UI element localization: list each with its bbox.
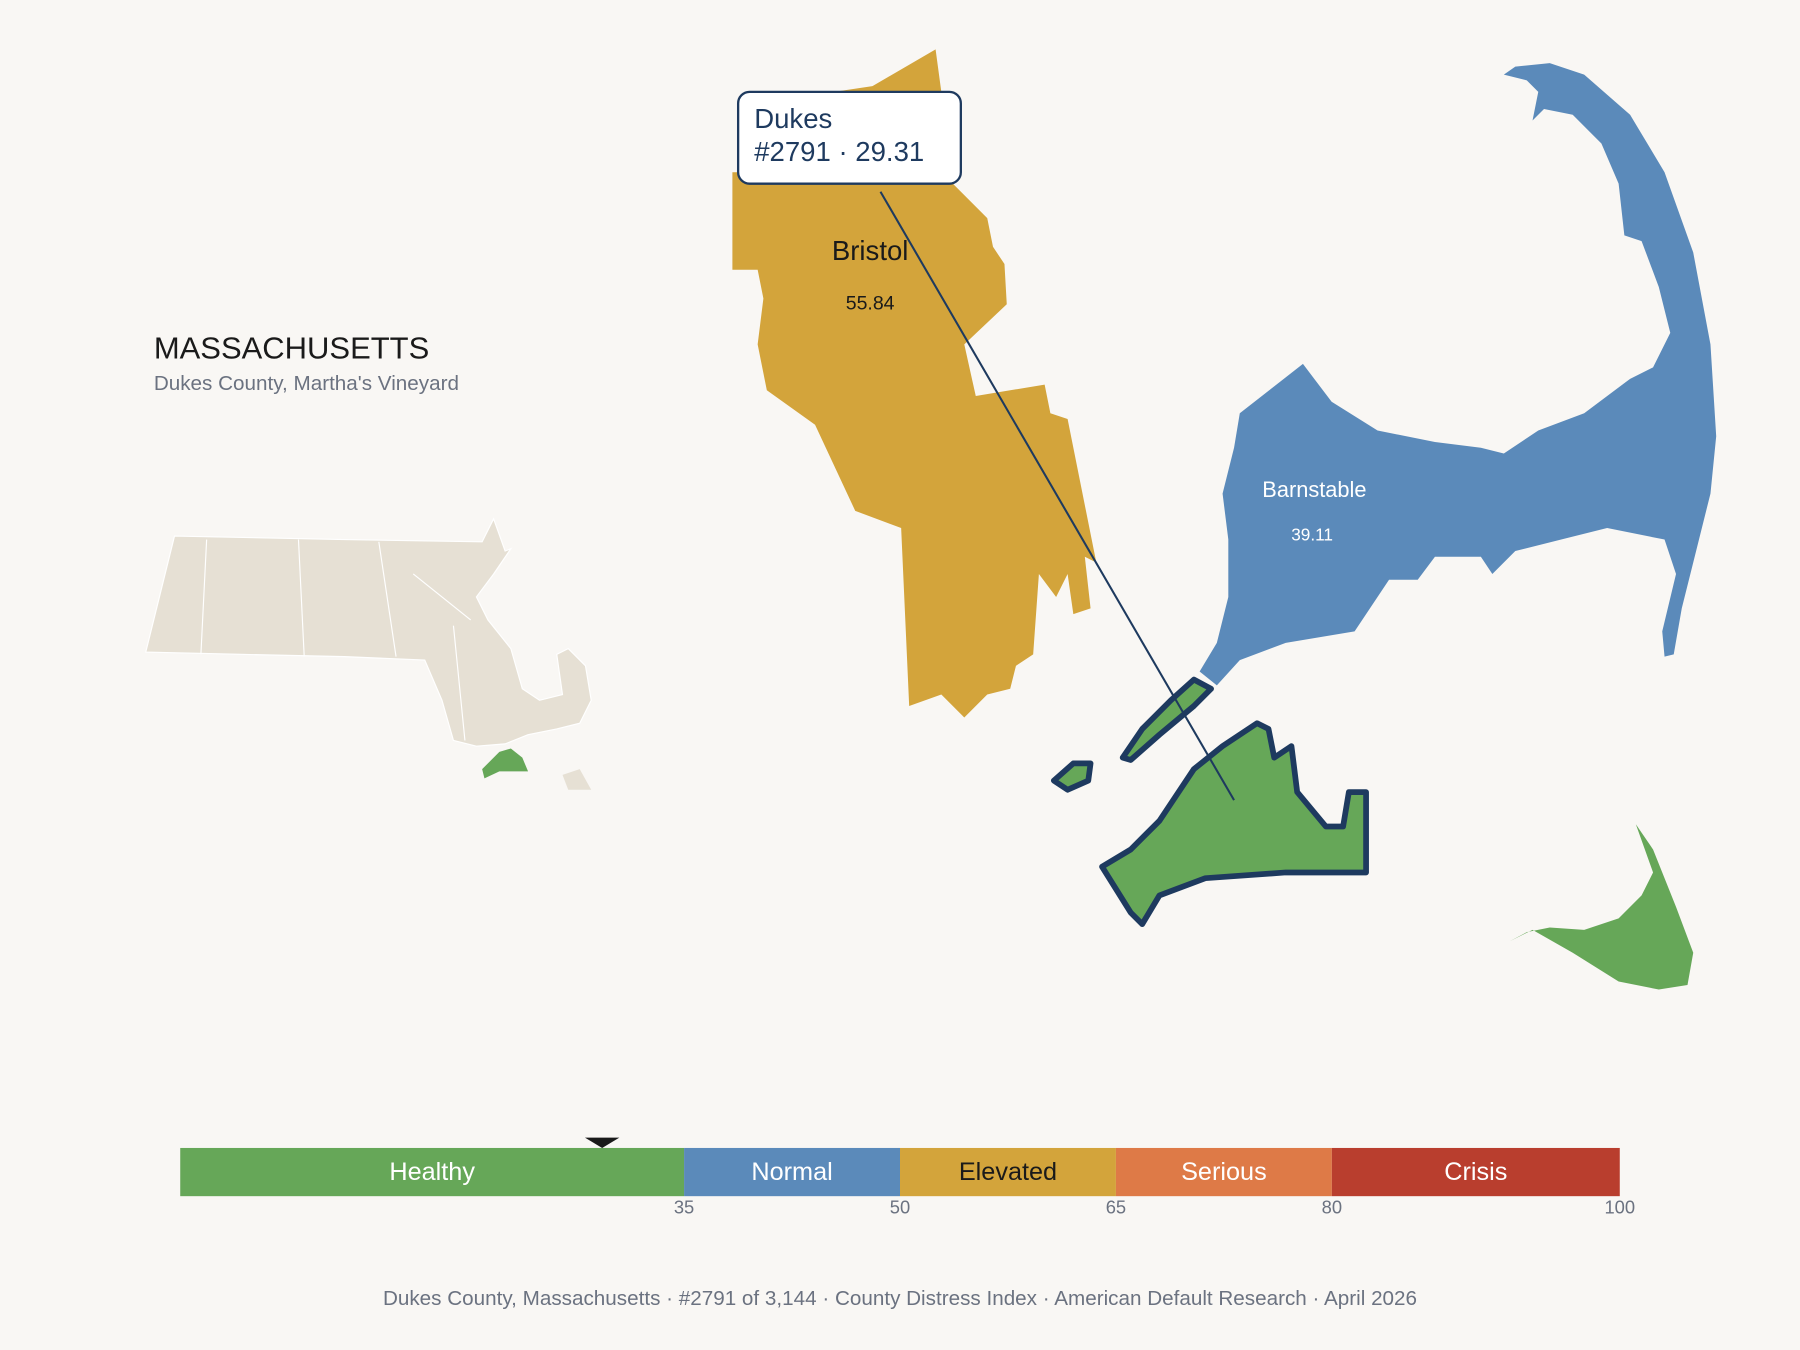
band-label: Serious	[1181, 1158, 1267, 1186]
inset-borders	[200, 539, 472, 741]
leader-line	[879, 191, 1235, 801]
county-barnstable[interactable]	[1199, 63, 1717, 686]
tick-label: 65	[1106, 1197, 1126, 1218]
tick-label: 80	[1322, 1197, 1342, 1218]
band-label: Elevated	[959, 1158, 1057, 1186]
tooltip-detail: #2791 · 29.31	[754, 136, 924, 167]
footer: Dukes County, Massachusetts · #2791 of 3…	[383, 1287, 1417, 1310]
title: MASSACHUSETTS	[154, 330, 429, 365]
tick-label: 100	[1604, 1197, 1635, 1218]
scale: Healthy Normal Elevated Serious Crisis 35 50 65…	[180, 1137, 1635, 1218]
band	[900, 1147, 1116, 1197]
subtitle: Dukes County, Martha's Vineyard	[154, 372, 459, 395]
elizabeth-islands	[1119, 676, 1214, 763]
county-value: 39.11	[1291, 525, 1333, 545]
county-dukes[interactable]	[1050, 676, 1369, 927]
band-label: Healthy	[389, 1158, 475, 1186]
band	[1331, 1147, 1620, 1197]
marker	[584, 1137, 620, 1148]
islet	[1050, 760, 1094, 793]
inset-dukes	[482, 748, 529, 779]
band	[1115, 1147, 1332, 1197]
tooltip-name: Dukes	[754, 103, 832, 134]
county-name: Bristol	[832, 235, 909, 266]
county-bristol[interactable]	[732, 49, 1097, 718]
inset-map	[145, 517, 592, 790]
band-label: Crisis	[1444, 1158, 1507, 1186]
county-nantucket[interactable]	[1509, 824, 1694, 990]
dukes-island	[1099, 720, 1369, 927]
band-label: Normal	[751, 1158, 832, 1186]
band	[180, 1147, 685, 1197]
band	[684, 1147, 900, 1197]
county-value: 55.84	[846, 292, 895, 314]
tooltip-box	[736, 90, 962, 185]
county-name: Barnstable	[1262, 477, 1366, 502]
inset-state	[145, 517, 592, 747]
inset-nantucket	[562, 769, 592, 790]
tick-label: 35	[674, 1197, 694, 1218]
tick-label: 50	[890, 1197, 910, 1218]
